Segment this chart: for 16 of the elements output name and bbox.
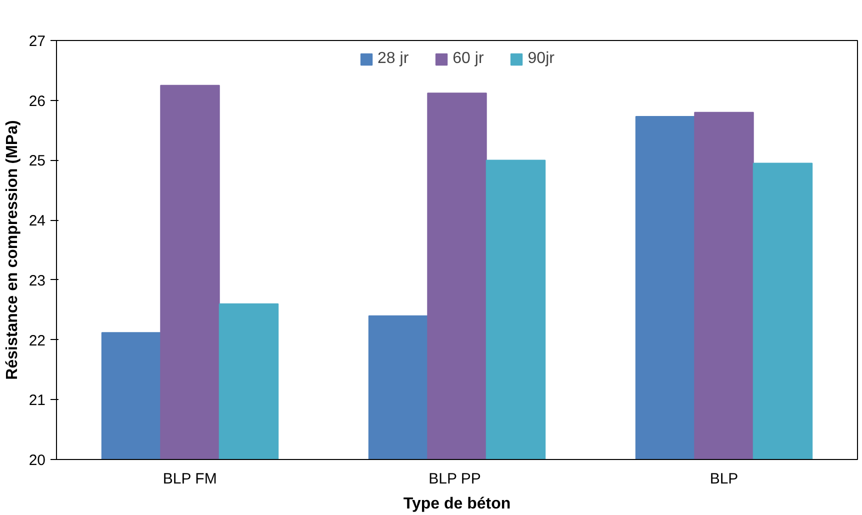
y-tick-label: 25 <box>28 152 46 170</box>
y-tick-label: 26 <box>28 92 46 110</box>
x-axis-title: Type de béton <box>403 496 511 512</box>
y-tick-label: 20 <box>28 452 46 469</box>
y-tick-label: 24 <box>28 212 46 230</box>
y-tick-label: 22 <box>28 332 46 350</box>
x-tick-label: BLP FM <box>162 470 217 488</box>
y-tick-label: 21 <box>28 392 46 410</box>
y-axis-title: Résistance en compression (MPa) <box>4 120 21 380</box>
legend-label: 28 jr <box>378 50 409 68</box>
y-tick-label: 23 <box>28 272 46 290</box>
y-tick-label: 27 <box>28 33 46 50</box>
legend-label: 90jr <box>528 50 554 68</box>
x-tick-label: BLP <box>710 470 738 488</box>
x-tick-label: BLP PP <box>428 470 481 488</box>
legend-label: 60 jr <box>452 50 484 68</box>
